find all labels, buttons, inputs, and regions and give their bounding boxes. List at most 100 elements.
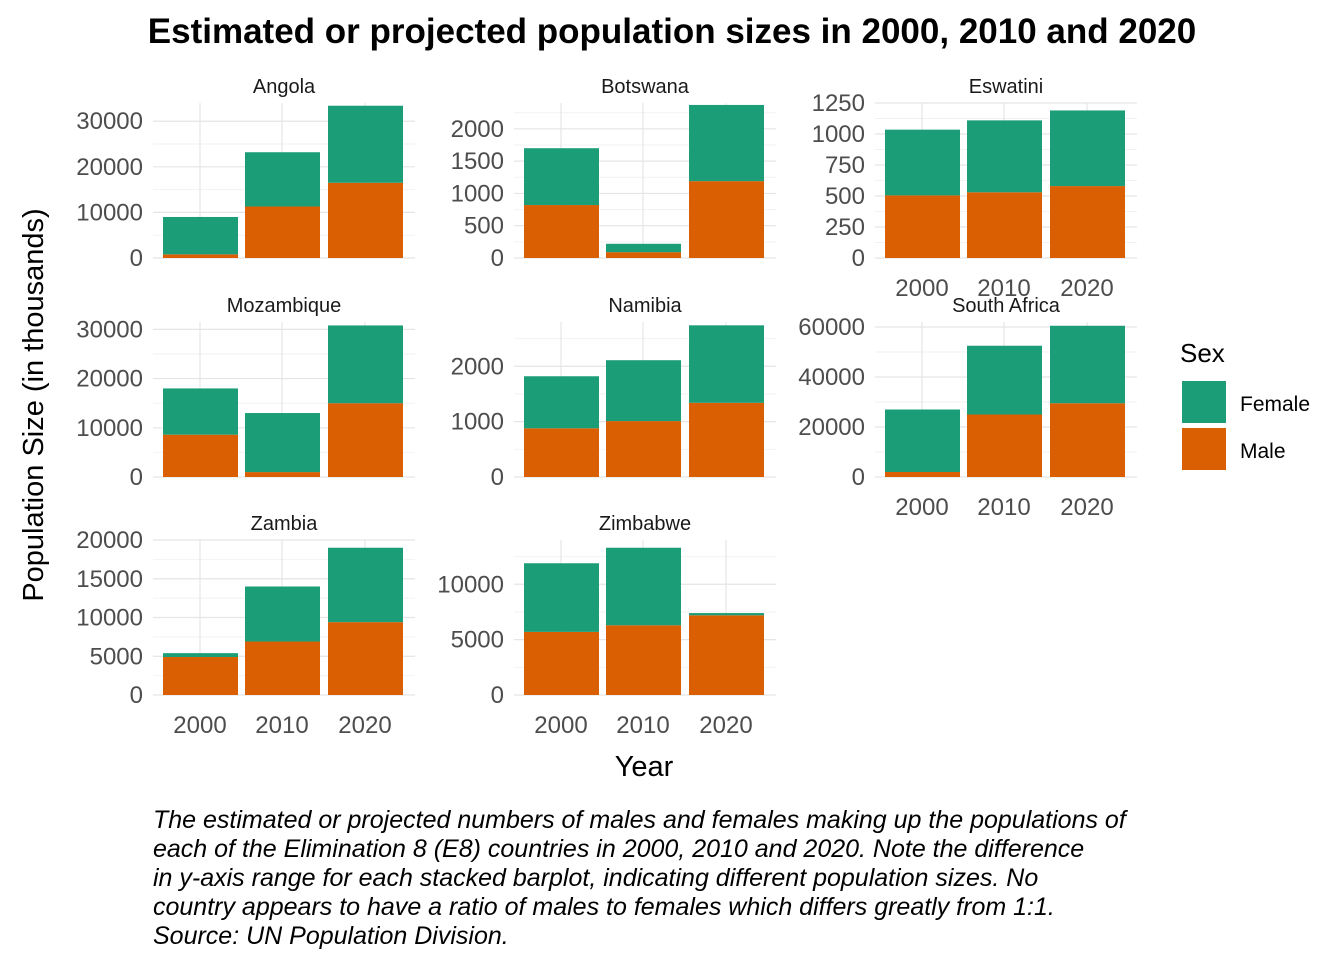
x-tick-label: 2020 [1060, 275, 1113, 302]
facet-label-mozambique: Mozambique [227, 295, 342, 317]
bar-male-eswatini-2000 [885, 195, 960, 258]
bar-female-south-africa-2000 [885, 409, 960, 472]
bar-female-angola-2000 [163, 216, 238, 255]
x-tick-label: 2010 [255, 712, 308, 739]
bar-female-eswatini-2020 [1050, 110, 1125, 187]
caption-line: each of the Elimination 8 (E8) countries… [153, 835, 1085, 863]
bar-male-botswana-2010 [606, 252, 681, 258]
y-tick-label: 20000 [76, 366, 143, 393]
y-axis-title: Population Size (in thousands) [18, 208, 50, 601]
bar-female-mozambique-2010 [245, 413, 320, 473]
y-tick-label: 30000 [76, 108, 143, 135]
y-tick-label: 500 [464, 213, 504, 240]
x-tick-label: 2010 [616, 712, 669, 739]
bar-female-zambia-2010 [245, 586, 320, 642]
caption-line: in y-axis range for each stacked barplot… [153, 864, 1039, 892]
bar-male-zimbabwe-2020 [689, 615, 764, 695]
bar-male-zambia-2000 [163, 657, 238, 695]
bar-male-angola-2000 [163, 254, 238, 258]
y-tick-label: 0 [491, 682, 504, 709]
x-tick-label: 2000 [173, 712, 226, 739]
y-tick-label: 0 [130, 245, 143, 272]
bar-male-angola-2020 [328, 182, 403, 258]
y-tick-label: 40000 [798, 364, 865, 391]
y-tick-label: 20000 [76, 527, 143, 554]
bar-female-angola-2010 [245, 152, 320, 207]
y-tick-label: 0 [130, 464, 143, 491]
x-tick-label: 2010 [977, 275, 1030, 302]
legend-title: Sex [1180, 338, 1225, 368]
y-tick-label: 1000 [451, 409, 504, 436]
bar-male-angola-2010 [245, 206, 320, 258]
x-axis-title: Year [615, 751, 674, 783]
y-tick-label: 1250 [812, 90, 865, 117]
y-tick-label: 2000 [451, 353, 504, 380]
caption-line: country appears to have a ratio of males… [153, 893, 1055, 921]
legend-swatch-female [1182, 381, 1226, 423]
bar-female-zambia-2020 [328, 547, 403, 623]
bar-male-zimbabwe-2010 [606, 625, 681, 695]
faceted-bar-chart: Angola0100002000030000Botswana0500100015… [18, 76, 1137, 783]
x-tick-label: 2020 [338, 712, 391, 739]
x-tick-label: 2010 [977, 494, 1030, 521]
facet-label-south-africa: South Africa [952, 295, 1061, 317]
y-tick-label: 10000 [76, 415, 143, 442]
bar-female-zambia-2000 [163, 653, 238, 658]
bar-female-botswana-2000 [524, 148, 599, 206]
y-tick-label: 10000 [437, 571, 504, 598]
y-tick-label: 0 [852, 464, 865, 491]
bar-male-namibia-2010 [606, 421, 681, 477]
bar-female-angola-2020 [328, 105, 403, 183]
bar-male-south-africa-2020 [1050, 403, 1125, 477]
y-tick-label: 60000 [798, 314, 865, 341]
caption-line: Source: UN Population Division. [153, 922, 509, 950]
y-tick-label: 10000 [76, 605, 143, 632]
bar-male-south-africa-2010 [967, 414, 1042, 477]
bar-female-zimbabwe-2000 [524, 563, 599, 632]
bar-male-eswatini-2010 [967, 192, 1042, 258]
bar-female-eswatini-2000 [885, 129, 960, 196]
y-tick-label: 15000 [76, 566, 143, 593]
bar-male-zimbabwe-2000 [524, 631, 599, 695]
bar-female-mozambique-2000 [163, 388, 238, 435]
bar-female-south-africa-2010 [967, 345, 1042, 415]
facet-label-eswatini: Eswatini [969, 76, 1043, 98]
bar-male-botswana-2000 [524, 205, 599, 258]
bar-male-namibia-2000 [524, 428, 599, 477]
bar-female-eswatini-2010 [967, 120, 1042, 193]
facet-label-zambia: Zambia [251, 513, 319, 535]
x-tick-label: 2000 [895, 494, 948, 521]
y-tick-label: 500 [825, 183, 865, 210]
x-tick-label: 2020 [1060, 494, 1113, 521]
bar-male-botswana-2020 [689, 181, 764, 258]
x-tick-label: 2020 [699, 712, 752, 739]
bar-female-namibia-2020 [689, 325, 764, 403]
bar-male-mozambique-2010 [245, 472, 320, 477]
y-tick-label: 0 [491, 245, 504, 272]
bar-male-zambia-2010 [245, 641, 320, 695]
y-tick-label: 2000 [451, 116, 504, 143]
y-tick-label: 750 [825, 152, 865, 179]
y-tick-label: 1000 [812, 121, 865, 148]
bar-female-botswana-2010 [606, 243, 681, 253]
bar-female-zimbabwe-2020 [689, 613, 764, 616]
y-tick-label: 30000 [76, 316, 143, 343]
bar-male-south-africa-2000 [885, 472, 960, 477]
figure-caption: The estimated or projected numbers of ma… [153, 806, 1273, 951]
y-tick-label: 5000 [451, 627, 504, 654]
legend-label-female: Female [1240, 393, 1311, 416]
bar-female-botswana-2020 [689, 104, 764, 182]
bar-male-namibia-2020 [689, 402, 764, 477]
y-tick-label: 250 [825, 214, 865, 241]
chart-title: Estimated or projected population sizes … [147, 12, 1197, 51]
bar-male-zambia-2020 [328, 622, 403, 695]
bar-female-namibia-2010 [606, 360, 681, 422]
y-tick-label: 1500 [451, 148, 504, 175]
bar-female-zimbabwe-2010 [606, 547, 681, 626]
bar-male-eswatini-2020 [1050, 186, 1125, 258]
bar-female-namibia-2000 [524, 376, 599, 429]
y-tick-label: 20000 [76, 154, 143, 181]
y-tick-label: 20000 [798, 414, 865, 441]
y-tick-label: 1000 [451, 180, 504, 207]
facet-label-angola: Angola [253, 76, 316, 98]
